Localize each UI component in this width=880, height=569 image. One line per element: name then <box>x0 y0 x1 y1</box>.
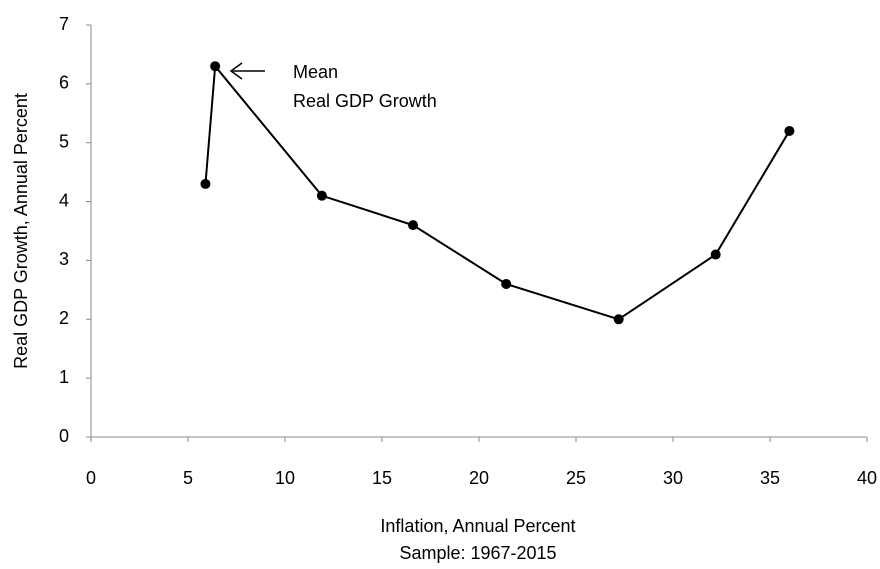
subtitle: Sample: 1967-2015 <box>399 543 556 563</box>
annotation-arrowhead <box>229 62 243 80</box>
annotation: Real GDP Growth <box>293 91 437 111</box>
y-axis-label: Real GDP Growth, Annual Percent <box>11 93 31 369</box>
marker <box>210 61 221 72</box>
x-axis-label: Inflation, Annual Percent <box>380 516 575 536</box>
y-tick-label: 1 <box>59 367 69 387</box>
y-tick-label: 6 <box>59 73 69 93</box>
line <box>204 63 791 321</box>
y-tick-label: 3 <box>59 249 69 269</box>
x-tick-label: 5 <box>183 468 193 488</box>
y-tick-label: 5 <box>59 131 69 151</box>
x-tick-label: 0 <box>86 468 96 488</box>
marker <box>710 249 721 260</box>
annotation: Mean <box>293 62 338 82</box>
marker <box>316 190 327 201</box>
y-tick-label: 0 <box>59 426 69 446</box>
x-tick-label: 40 <box>857 468 877 488</box>
x-tick-label: 35 <box>760 468 780 488</box>
x-tick-label: 15 <box>372 468 392 488</box>
x-tick-label: 25 <box>566 468 586 488</box>
marker <box>200 178 211 189</box>
marker <box>408 220 419 231</box>
marker <box>784 125 795 136</box>
y-tick-label: 7 <box>59 14 69 34</box>
marker <box>613 314 624 325</box>
y-tick-label: 2 <box>59 308 69 328</box>
x-tick-label: 10 <box>275 468 295 488</box>
x-tick-label: 30 <box>663 468 683 488</box>
x-tick-label: 20 <box>469 468 489 488</box>
y-tick-label: 4 <box>59 190 69 210</box>
marker <box>501 278 512 289</box>
